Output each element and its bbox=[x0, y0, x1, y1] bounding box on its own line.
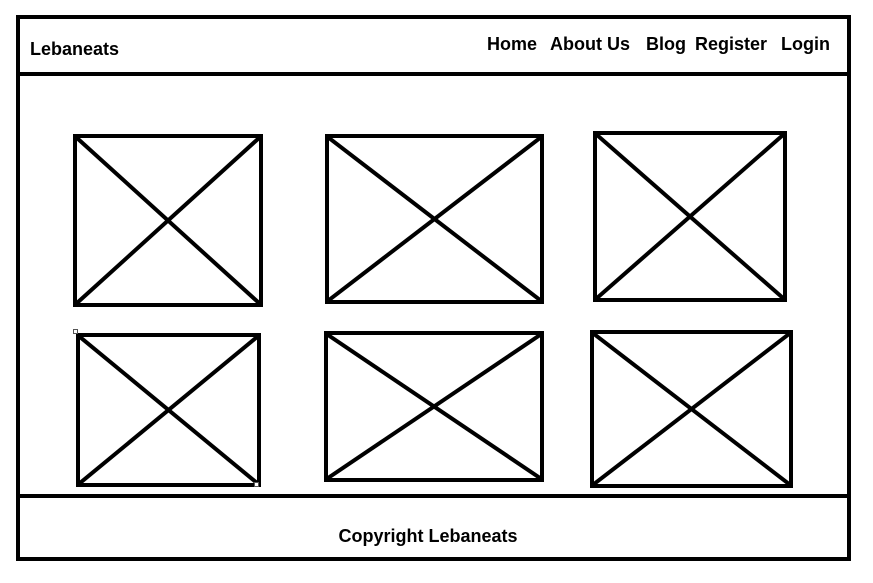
nav-link-home[interactable]: Home bbox=[487, 34, 538, 54]
image-placeholder-icon bbox=[594, 334, 789, 484]
nav-link-register[interactable]: Register bbox=[695, 34, 768, 54]
page-frame bbox=[16, 15, 851, 561]
image-placeholder-2 bbox=[325, 134, 544, 304]
image-placeholder-1 bbox=[73, 134, 263, 307]
image-placeholder-5 bbox=[324, 331, 544, 482]
footer-divider bbox=[16, 494, 851, 498]
image-placeholder-icon bbox=[328, 335, 540, 478]
image-placeholder-3 bbox=[593, 131, 787, 302]
image-placeholder-icon bbox=[329, 138, 540, 300]
image-placeholder-4 bbox=[76, 333, 261, 487]
image-placeholder-6 bbox=[590, 330, 793, 488]
image-placeholder-icon bbox=[597, 135, 783, 298]
selection-handle-bottom-right[interactable] bbox=[254, 482, 259, 487]
image-placeholder-icon bbox=[77, 138, 259, 303]
footer-copyright: Copyright Lebaneats bbox=[338, 526, 518, 546]
site-logo-text[interactable]: Lebaneats bbox=[30, 39, 120, 59]
nav-link-blog[interactable]: Blog bbox=[646, 34, 686, 54]
image-placeholder-icon bbox=[80, 337, 257, 483]
nav-link-login[interactable]: Login bbox=[781, 34, 830, 54]
nav-link-about-us[interactable]: About Us bbox=[550, 34, 630, 54]
header-divider bbox=[16, 72, 851, 76]
selection-handle-top-left[interactable] bbox=[73, 329, 78, 334]
